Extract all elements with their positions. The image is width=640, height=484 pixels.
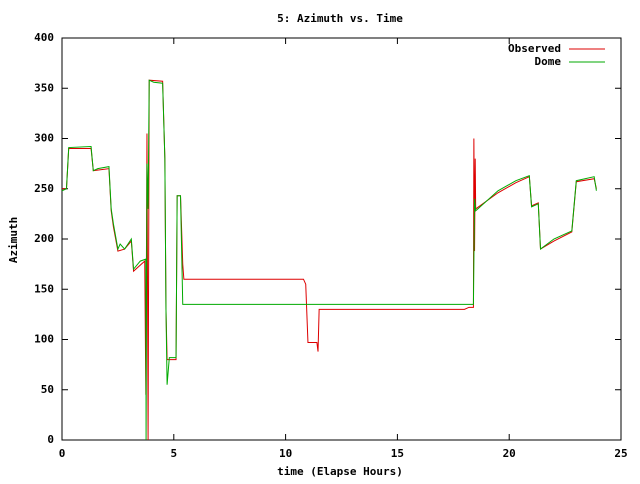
x-axis-label: time (Elapse Hours)	[277, 465, 403, 478]
chart-title: 5: Azimuth vs. Time	[277, 12, 403, 25]
y-axis-label: Azimuth	[7, 217, 20, 263]
legend-label: Observed	[508, 42, 561, 55]
x-tick-label: 25	[614, 447, 627, 460]
legend-label: Dome	[535, 55, 562, 68]
y-tick-label: 300	[34, 132, 54, 145]
x-tick-label: 10	[279, 447, 292, 460]
data-line	[61, 79, 597, 441]
x-tick-label: 15	[391, 447, 404, 460]
y-tick-label: 400	[34, 31, 54, 44]
y-tick-label: 50	[41, 383, 54, 396]
y-tick-label: 100	[34, 333, 54, 346]
y-tick-label: 250	[34, 182, 54, 195]
y-tick-label: 150	[34, 282, 54, 295]
data-line	[62, 79, 597, 441]
y-tick-label: 0	[47, 433, 54, 446]
x-tick-label: 0	[59, 447, 66, 460]
x-tick-label: 5	[170, 447, 177, 460]
y-tick-label: 200	[34, 232, 54, 245]
y-tick-label: 350	[34, 81, 54, 94]
x-tick-label: 20	[503, 447, 516, 460]
